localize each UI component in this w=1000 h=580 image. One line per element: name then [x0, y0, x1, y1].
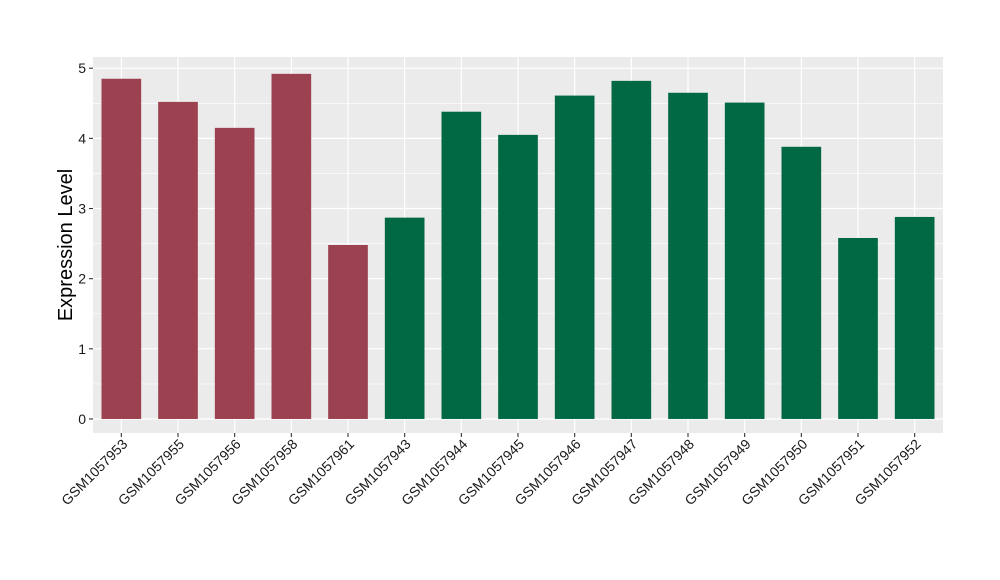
y-tick-label: 1 — [78, 341, 86, 357]
y-tick-label: 5 — [78, 60, 86, 76]
bars — [101, 73, 935, 419]
bar-GSM1057953 — [101, 78, 142, 419]
bar-GSM1057950 — [781, 146, 822, 419]
y-tick-label: 4 — [78, 130, 86, 146]
bar-GSM1057945 — [498, 134, 538, 419]
bar-GSM1057946 — [554, 95, 595, 419]
x-axis: GSM1057953GSM1057955GSM1057956GSM1057958… — [58, 433, 924, 508]
y-tick-label: 3 — [78, 201, 86, 217]
bar-GSM1057943 — [384, 217, 425, 419]
bar-GSM1057958 — [271, 73, 312, 419]
bar-GSM1057951 — [838, 237, 878, 419]
bar-GSM1057955 — [158, 101, 198, 419]
y-axis: 0 1 2 3 4 5 — [78, 60, 93, 427]
y-axis-title: Expression Level — [55, 169, 77, 321]
bar-GSM1057961 — [328, 245, 368, 419]
bar-GSM1057956 — [214, 127, 255, 419]
bar-GSM1057947 — [611, 80, 652, 419]
bar-GSM1057948 — [668, 92, 708, 419]
y-tick-label: 0 — [78, 411, 86, 427]
bar-GSM1057944 — [441, 111, 482, 419]
bar-GSM1057949 — [724, 102, 765, 419]
bar-GSM1057952 — [894, 216, 935, 419]
y-tick-label: 2 — [78, 271, 86, 287]
